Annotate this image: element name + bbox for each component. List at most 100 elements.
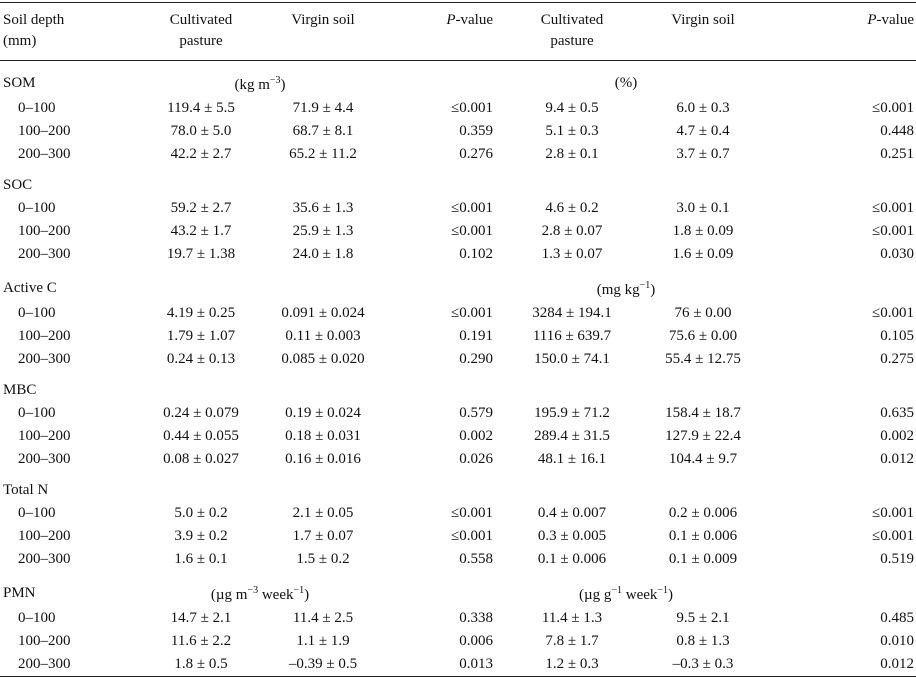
virgin-left-cell: 24.0 ± 1.8 <box>292 246 354 262</box>
virgin-right-cell: 1.6 ± 0.09 <box>672 246 734 262</box>
virgin-right-cell: 104.4 ± 9.7 <box>668 451 738 467</box>
table-row: 0–100 14.7 ± 2.1 11.4 ± 2.5 0.338 11.4 ± 1.3… <box>0 607 916 630</box>
group-name: SOC <box>3 177 33 193</box>
header-cultivated-pasture-right: Cultivated pasture <box>495 2 649 61</box>
group-row: MBC <box>0 371 916 402</box>
depth-cell: 200–300 <box>18 246 71 262</box>
p-right-cell: 0.275 <box>880 351 914 367</box>
virgin-right-cell: 75.6 ± 0.00 <box>668 328 738 344</box>
virgin-left-cell: 35.6 ± 1.3 <box>292 200 354 216</box>
cultivated-right-cell: 0.1 ± 0.006 <box>537 551 607 567</box>
p-left-cell: 0.558 <box>459 551 493 567</box>
cultivated-left-cell: 11.6 ± 2.2 <box>170 633 232 649</box>
p-right-cell: ≤0.001 <box>872 305 914 321</box>
cultivated-right-cell: 289.4 ± 31.5 <box>534 428 610 444</box>
cultivated-right-cell: 9.4 ± 0.5 <box>545 100 599 116</box>
virgin-left-cell: 25.9 ± 1.3 <box>292 223 354 239</box>
spacer-cell <box>382 166 495 197</box>
depth-cell: 200–300 <box>18 146 71 162</box>
cultivated-right-cell: 2.8 ± 0.1 <box>545 146 599 162</box>
table-row: 200–300 0.08 ± 0.027 0.16 ± 0.016 0.026 48.1… <box>0 448 916 471</box>
spacer-cell <box>382 371 495 402</box>
cultivated-left-cell: 19.7 ± 1.38 <box>166 246 236 262</box>
cultivated-right-cell: 1.2 ± 0.3 <box>545 656 599 672</box>
spacer-cell <box>382 571 495 607</box>
virgin-left-cell: 65.2 ± 11.2 <box>289 146 357 162</box>
depth-cell: 100–200 <box>18 528 71 544</box>
table-row: 0–100 5.0 ± 0.2 2.1 ± 0.05 ≤0.001 0.4 ± 0.00… <box>0 502 916 525</box>
cultivated-left-cell: 4.19 ± 0.25 <box>166 305 236 321</box>
virgin-left-cell: 1.1 ± 1.9 <box>296 633 350 649</box>
p-right-cell: 0.448 <box>880 123 914 139</box>
virgin-right-cell: 0.2 ± 0.006 <box>668 505 738 521</box>
p-left-cell: 0.013 <box>459 656 493 672</box>
virgin-right-cell: 158.4 ± 18.7 <box>665 405 741 421</box>
cultivated-right-cell: 1116 ± 639.7 <box>532 328 612 344</box>
cultivated-left-cell: 1.79 ± 1.07 <box>166 328 236 344</box>
virgin-right-cell: 0.1 ± 0.006 <box>668 528 738 544</box>
virgin-right-cell: –0.3 ± 0.3 <box>672 656 734 672</box>
header-p-value-right: P-value <box>757 2 916 61</box>
cultivated-left-cell: 78.0 ± 5.0 <box>170 123 232 139</box>
p-right-cell: ≤0.001 <box>872 100 914 116</box>
depth-cell: 200–300 <box>18 551 71 567</box>
virgin-left-cell: 1.7 ± 0.07 <box>292 528 354 544</box>
virgin-left-cell: 68.7 ± 8.1 <box>292 123 354 139</box>
group-row: SOC <box>0 166 916 197</box>
depth-cell: 100–200 <box>18 223 71 239</box>
virgin-left-cell: 0.19 ± 0.024 <box>285 405 361 421</box>
virgin-left-cell: 0.11 ± 0.003 <box>285 328 361 344</box>
header-soil-depth: Soil depth (mm) <box>0 2 138 61</box>
group-row: SOM (kg m−3) (%) <box>0 61 916 98</box>
p-left-cell: 0.191 <box>459 328 493 344</box>
virgin-left-cell: 1.5 ± 0.2 <box>296 551 350 567</box>
depth-cell: 0–100 <box>18 610 56 626</box>
p-left-cell: 0.579 <box>459 405 493 421</box>
table-row: 200–300 19.7 ± 1.38 24.0 ± 1.8 0.102 1.3 ± 0… <box>0 243 916 266</box>
cultivated-right-cell: 195.9 ± 71.2 <box>534 405 610 421</box>
virgin-right-cell: 4.7 ± 0.4 <box>676 123 730 139</box>
p-left-cell: ≤0.001 <box>451 505 493 521</box>
unit-left <box>138 166 382 197</box>
cultivated-left-cell: 59.2 ± 2.7 <box>170 200 232 216</box>
cultivated-right-cell: 5.1 ± 0.3 <box>545 123 599 139</box>
group-name: PMN <box>3 584 36 601</box>
unit-left <box>138 266 382 302</box>
virgin-right-cell: 55.4 ± 12.75 <box>665 351 741 367</box>
cultivated-left-cell: 0.44 ± 0.055 <box>163 428 239 444</box>
group-name: SOM <box>3 74 36 91</box>
p-left-cell: 0.359 <box>459 123 493 139</box>
depth-cell: 0–100 <box>18 100 56 116</box>
spacer-cell <box>382 471 495 502</box>
depth-cell: 0–100 <box>18 305 56 321</box>
virgin-right-cell: 9.5 ± 2.1 <box>676 610 730 626</box>
table-row: 100–200 78.0 ± 5.0 68.7 ± 8.1 0.359 5.1 ± 0.… <box>0 120 916 143</box>
table-row: 200–300 1.8 ± 0.5 –0.39 ± 0.5 0.013 1.2 ± 0.… <box>0 653 916 677</box>
p-right-cell: 0.105 <box>880 328 914 344</box>
table-row: 200–300 42.2 ± 2.7 65.2 ± 11.2 0.276 2.8 ± 0… <box>0 143 916 166</box>
cultivated-left-cell: 0.08 ± 0.027 <box>163 451 239 467</box>
table-row: 0–100 119.4 ± 5.5 71.9 ± 4.4 ≤0.001 9.4 ± 0.… <box>0 97 916 120</box>
virgin-left-cell: 0.085 ± 0.020 <box>281 351 365 367</box>
p-right-cell: ≤0.001 <box>872 528 914 544</box>
virgin-left-cell: 0.18 ± 0.031 <box>285 428 361 444</box>
depth-cell: 200–300 <box>18 451 71 467</box>
spacer-cell <box>757 571 916 607</box>
cultivated-right-cell: 3284 ± 194.1 <box>532 305 612 321</box>
group-row: Total N <box>0 471 916 502</box>
table-row: 0–100 59.2 ± 2.7 35.6 ± 1.3 ≤0.001 4.6 ± 0.2… <box>0 197 916 220</box>
virgin-right-cell: 127.9 ± 22.4 <box>665 428 741 444</box>
p-right-cell: 0.012 <box>880 451 914 467</box>
virgin-left-cell: –0.39 ± 0.5 <box>288 656 358 672</box>
spacer-cell <box>757 61 916 98</box>
unit-right: (%) <box>614 74 638 91</box>
p-right-cell: 0.012 <box>880 656 914 672</box>
cultivated-right-cell: 48.1 ± 16.1 <box>537 451 607 467</box>
virgin-left-cell: 2.1 ± 0.05 <box>292 505 354 521</box>
p-left-cell: ≤0.001 <box>451 200 493 216</box>
table-row: 200–300 1.6 ± 0.1 1.5 ± 0.2 0.558 0.1 ± 0.00… <box>0 548 916 571</box>
cultivated-left-cell: 5.0 ± 0.2 <box>174 505 228 521</box>
p-right-cell: 0.002 <box>880 428 914 444</box>
p-left-cell: ≤0.001 <box>451 528 493 544</box>
